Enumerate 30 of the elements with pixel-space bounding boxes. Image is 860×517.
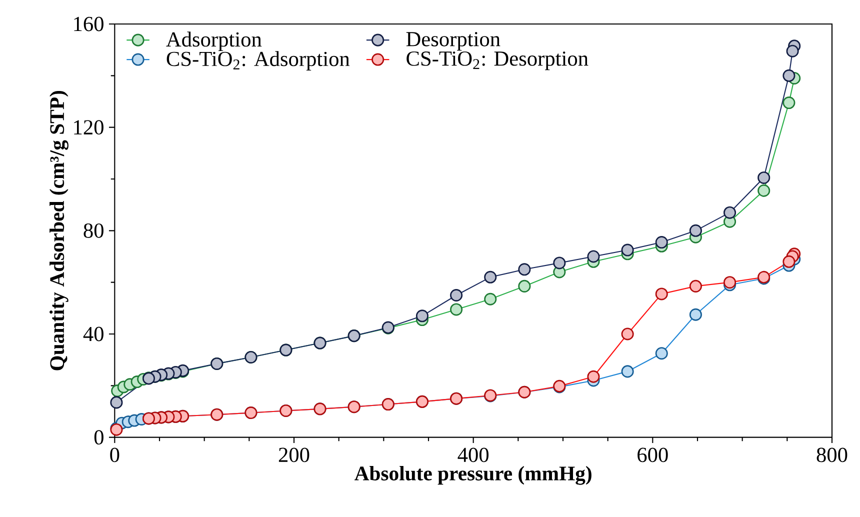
legend-label: Adsorption — [166, 32, 262, 51]
point — [621, 244, 634, 256]
y-tick-label: 80 — [84, 223, 104, 238]
y-tick-label: 40 — [83, 326, 104, 342]
y-tick-label: 120 — [74, 120, 104, 134]
point — [450, 288, 463, 302]
point — [518, 262, 531, 276]
x-axis-title: Absolute pressure (mmHg) — [354, 466, 592, 485]
legend-label: Desorption — [406, 32, 500, 51]
x-tick-label: 800 — [816, 448, 848, 462]
y-tick-label: 160 — [74, 16, 104, 32]
point — [484, 270, 497, 284]
point — [587, 250, 600, 263]
point — [782, 69, 796, 82]
y-tick-label: 0 — [94, 430, 104, 444]
point — [786, 44, 799, 58]
y-axis-title: Quantity Adsorbed (cm³/g STP) — [50, 90, 68, 370]
legend-label: CS-TiO$_{2}$: Desorption — [406, 51, 588, 70]
point — [553, 256, 566, 270]
point — [110, 396, 123, 409]
point — [758, 171, 770, 184]
point — [416, 309, 428, 322]
point — [689, 224, 702, 237]
x-tick-label: 600 — [638, 448, 668, 462]
point — [724, 206, 736, 219]
x-tick-label: 400 — [458, 448, 489, 462]
point — [655, 236, 668, 248]
legend-label: CS-TiO$_{2}$: Adsorption — [166, 50, 350, 70]
x-tick-label: 0 — [110, 448, 120, 462]
x-tick-label: 200 — [278, 448, 310, 462]
